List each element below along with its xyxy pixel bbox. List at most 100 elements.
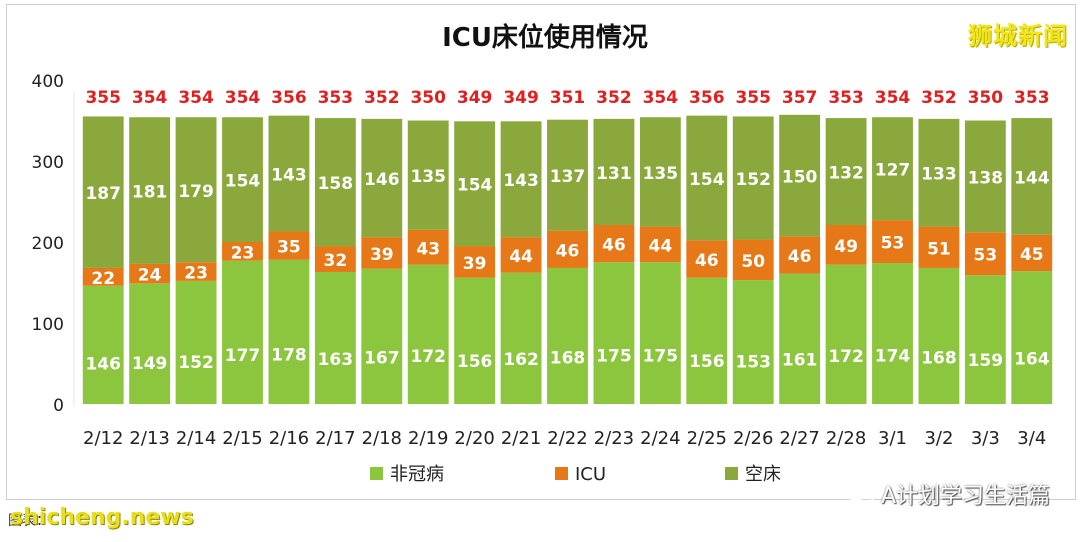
x-tick-label: 3/3 (971, 428, 1000, 449)
bar-segment-icu (82, 267, 124, 286)
x-tick-label: 2/23 (594, 428, 634, 449)
data-label: 23 (231, 243, 255, 263)
bar-segment-empty (686, 115, 728, 241)
data-label: 153 (735, 353, 771, 373)
data-label: 177 (225, 346, 261, 366)
x-tick-label: 2/12 (83, 428, 123, 449)
data-label: 178 (271, 346, 307, 366)
data-label: 53 (974, 246, 998, 266)
bar-segment-icu (825, 224, 867, 265)
bar-segment-icu (175, 262, 217, 281)
bar-segment-icu (222, 242, 263, 261)
data-label: 143 (503, 171, 539, 191)
data-label: 133 (921, 165, 957, 185)
data-label: 45 (1020, 245, 1044, 265)
x-tick-label: 2/25 (687, 428, 727, 449)
data-label: 51 (927, 239, 951, 259)
data-label: 152 (178, 353, 214, 373)
data-label: 144 (1014, 168, 1050, 188)
total-label: 351 (550, 88, 586, 108)
total-label: 356 (689, 88, 725, 108)
x-tick-label: 2/26 (733, 428, 773, 449)
wechat-account-name: A计划学习生活篇 (880, 484, 1050, 509)
total-label: 353 (1014, 88, 1050, 108)
bar-segment-non-covid (129, 283, 171, 404)
bar-segment-empty (964, 120, 1006, 233)
legend-label: 空床 (745, 464, 781, 485)
total-label: 352 (596, 88, 632, 108)
bar-segment-icu (268, 231, 310, 260)
bar-segment-empty (732, 116, 774, 240)
bar-segment-empty (500, 121, 542, 238)
bar-segment-icu (454, 246, 496, 278)
data-label: 35 (277, 238, 301, 258)
bar-segment-empty (825, 118, 867, 225)
total-label: 350 (410, 88, 446, 108)
data-label: 137 (550, 167, 586, 187)
wechat-account-mark: A计划学习生活篇 (844, 478, 1050, 510)
bar-segment-empty (779, 114, 821, 237)
bar-segment-empty (175, 117, 217, 263)
chart-title: ICU床位使用情况 (442, 22, 648, 53)
data-label: 43 (416, 239, 440, 259)
data-label: 156 (689, 352, 725, 372)
data-label: 22 (91, 269, 115, 289)
bar-segment-icu (547, 230, 588, 268)
data-label: 187 (85, 184, 121, 204)
data-label: 154 (457, 176, 493, 196)
data-label: 135 (643, 164, 679, 184)
bar-segment-icu (314, 246, 356, 272)
data-label: 154 (225, 172, 261, 192)
data-label: 46 (556, 241, 580, 261)
bar-segment-non-covid (779, 273, 821, 404)
total-label: 356 (271, 88, 307, 108)
bar-segment-empty (222, 117, 263, 242)
data-label: 46 (788, 247, 812, 267)
data-label: 150 (782, 168, 818, 188)
bar-segment-empty (407, 120, 449, 230)
bar-segment-non-covid (454, 277, 496, 404)
footer-watermark: shicheng.news (10, 505, 194, 530)
data-label: 159 (968, 351, 1004, 371)
bar-segment-icu (129, 263, 171, 284)
data-label: 24 (138, 266, 162, 286)
data-label: 32 (324, 251, 348, 271)
total-label: 350 (968, 88, 1004, 108)
data-label: 175 (596, 346, 632, 366)
y-tick-label: 100 (32, 315, 64, 335)
x-tick-label: 2/22 (547, 428, 587, 449)
x-tick-label: 2/14 (176, 428, 216, 449)
bar-segment-empty (82, 116, 124, 268)
bar-segment-icu (593, 224, 635, 263)
bar-segment-empty (361, 118, 403, 238)
bar-segment-empty (918, 118, 960, 227)
bar-segment-non-covid (547, 267, 588, 404)
bar-segment-empty (593, 118, 635, 225)
data-label: 162 (503, 350, 539, 370)
data-label: 135 (410, 167, 446, 187)
data-label: 152 (735, 170, 771, 190)
x-tick-label: 3/2 (924, 428, 953, 449)
x-tick-label: 2/17 (315, 428, 355, 449)
bar-segment-empty (1011, 118, 1053, 235)
bar-segment-non-covid (222, 260, 263, 404)
data-label: 168 (550, 348, 586, 368)
bar-segment-empty (454, 121, 496, 247)
total-label: 353 (828, 88, 864, 108)
data-label: 50 (741, 252, 765, 272)
x-tick-label: 2/15 (222, 428, 262, 449)
data-label: 46 (602, 236, 626, 256)
data-label: 174 (875, 347, 911, 367)
x-tick-label: 2/18 (362, 428, 402, 449)
bar-segment-icu (964, 232, 1006, 276)
bar-segment-non-covid (82, 285, 124, 404)
legend-swatch (370, 467, 383, 480)
x-tick-label: 2/28 (826, 428, 866, 449)
legend-swatch (725, 467, 738, 480)
data-label: 172 (410, 347, 446, 367)
data-label: 44 (649, 236, 673, 256)
data-label: 154 (689, 170, 725, 190)
x-tick-label: 3/4 (1017, 428, 1046, 449)
total-label: 355 (735, 88, 771, 108)
data-label: 46 (695, 251, 719, 271)
